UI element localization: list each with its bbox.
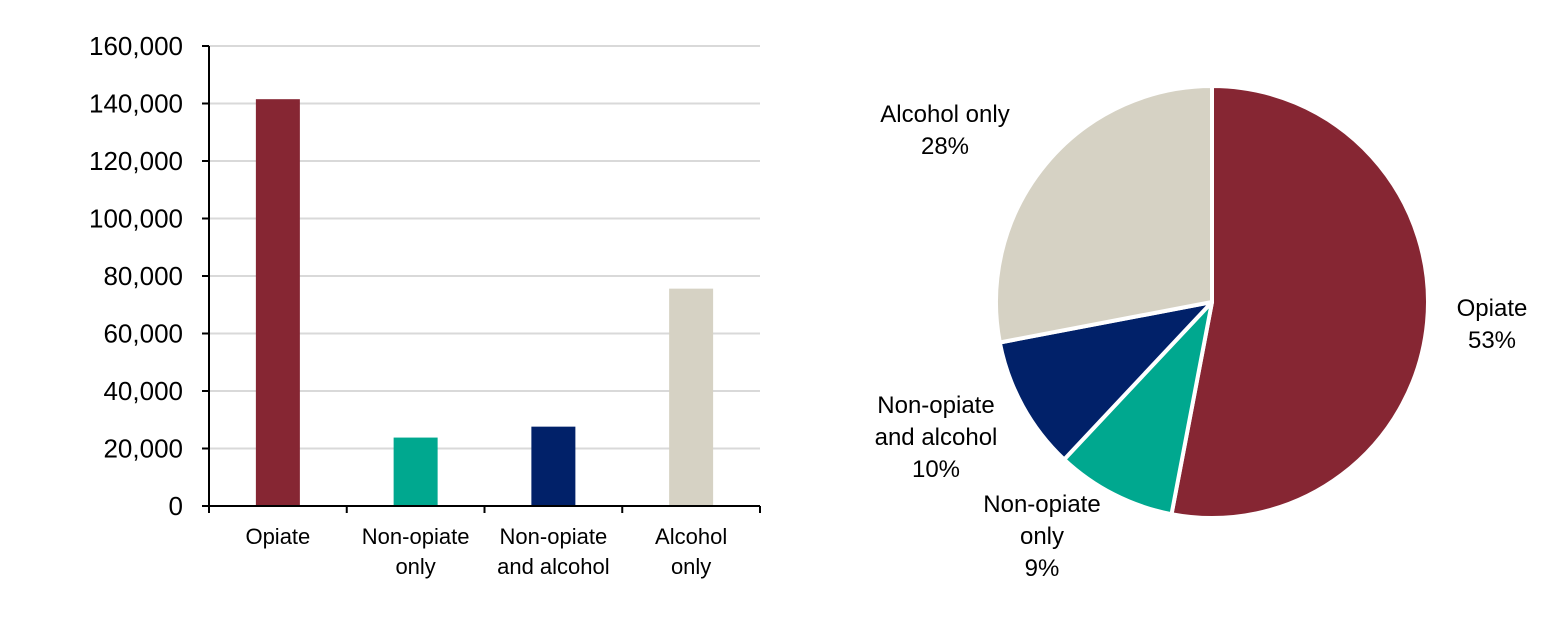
- bar-category-label: only: [671, 554, 711, 579]
- bar-axes: [202, 45, 761, 513]
- bar-y-tick-label: 80,000: [103, 261, 183, 291]
- bar-1: [393, 437, 438, 506]
- pie-slice-labels: Opiate 53% Non-opiate only 9% Non-opiate and a…: [875, 101, 1528, 582]
- pie-slice-label: only: [1020, 523, 1064, 550]
- bar-y-tick-label: 120,000: [89, 146, 183, 176]
- bar-series: [255, 99, 714, 506]
- bar-2: [531, 426, 576, 506]
- bar-0: [255, 99, 300, 506]
- bar-y-tick-label: 60,000: [103, 319, 183, 349]
- bar-category-label: only: [395, 554, 435, 579]
- pie-slice-0: [1169, 84, 1430, 520]
- pie-slice-percent: 53%: [1468, 327, 1516, 354]
- pie-slice-percent: 28%: [921, 133, 969, 160]
- bar-category-label: and alcohol: [497, 554, 610, 579]
- bar-x-category-labels: Opiate Non-opiate only Non-opiate and alcoho…: [245, 524, 727, 579]
- bar-category-label: Non-opiate: [362, 524, 470, 549]
- bar-category-label: Non-opiate: [500, 524, 608, 549]
- bar-y-tick-label: 140,000: [89, 89, 183, 119]
- bar-y-tick-label: 0: [169, 491, 183, 521]
- pie-chart: Opiate 53% Non-opiate only 9% Non-opiate and a…: [875, 84, 1528, 582]
- bar-y-tick-label: 20,000: [103, 434, 183, 464]
- bar-y-tick-label: 40,000: [103, 376, 183, 406]
- pie-slice-label: and alcohol: [875, 424, 998, 451]
- bar-y-tick-label: 160,000: [89, 31, 183, 61]
- pie-slice-2: [997, 300, 1214, 462]
- pie-slice-percent: 9%: [1025, 555, 1060, 582]
- pie-slice-percent: 10%: [912, 456, 960, 483]
- pie-slice-1: [1062, 300, 1214, 517]
- pie-slice-label: Non-opiate: [983, 491, 1100, 518]
- pie-slices: [994, 84, 1430, 520]
- pie-slice-label: Non-opiate: [877, 392, 994, 419]
- pie-slice-3: [994, 84, 1214, 345]
- bar-y-tick-labels: 0 20,000 40,000 60,000 80,000 100,000 120,000 1…: [89, 31, 183, 521]
- bar-3: [669, 288, 714, 506]
- pie-slice-label: Opiate: [1457, 295, 1528, 322]
- bar-category-label: Opiate: [245, 524, 310, 549]
- bar-category-label: Alcohol: [655, 524, 727, 549]
- bar-chart: 0 20,000 40,000 60,000 80,000 100,000 120,000 1…: [89, 31, 761, 579]
- pie-slice-label: Alcohol only: [880, 101, 1009, 128]
- bar-gridlines: [209, 45, 760, 450]
- bar-y-tick-label: 100,000: [89, 204, 183, 234]
